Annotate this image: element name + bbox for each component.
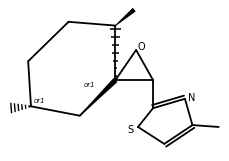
Text: or1: or1 [83, 82, 94, 88]
Polygon shape [79, 78, 117, 116]
Text: O: O [136, 42, 144, 52]
Text: or1: or1 [34, 98, 45, 104]
Text: S: S [127, 125, 133, 135]
Polygon shape [115, 8, 135, 26]
Text: N: N [187, 93, 194, 103]
